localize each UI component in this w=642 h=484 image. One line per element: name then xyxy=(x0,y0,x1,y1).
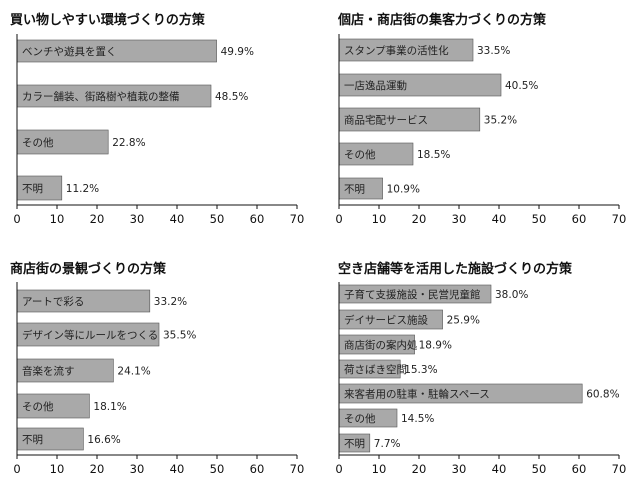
category-label: 不明 xyxy=(22,434,43,446)
x-tick-label: 70 xyxy=(612,462,627,476)
x-tick-label: 50 xyxy=(532,462,547,476)
chart-title: 個店・商店街の集客力づくりの方策 xyxy=(337,12,547,28)
category-label: その他 xyxy=(344,412,376,425)
x-tick-label: 30 xyxy=(452,462,467,476)
category-label: スタンプ事業の活性化 xyxy=(344,44,449,57)
x-tick-label: 10 xyxy=(372,212,387,226)
value-label: 25.9% xyxy=(447,315,480,327)
bar xyxy=(16,393,90,419)
category-label: ベンチや遊具を置く xyxy=(22,45,117,58)
chart-title: 空き店舗等を活用した施設づくりの方策 xyxy=(338,261,573,277)
x-tick-label: 0 xyxy=(335,462,342,476)
x-tick-label: 30 xyxy=(130,212,145,226)
category-label: 不明 xyxy=(22,183,43,195)
category-label: 商店街の案内処 xyxy=(344,339,418,352)
category-label: その他 xyxy=(344,148,376,161)
x-tick-label: 30 xyxy=(130,462,145,476)
category-label: アートで彩る xyxy=(22,296,84,308)
x-tick-label: 60 xyxy=(250,212,265,226)
category-label: 商品宅配サービス xyxy=(344,114,428,127)
value-label: 33.2% xyxy=(154,296,187,308)
bar xyxy=(16,129,109,155)
x-tick-label: 0 xyxy=(13,212,20,226)
value-label: 10.9% xyxy=(387,184,420,196)
chart-title: 買い物しやすい環境づくりの方策 xyxy=(10,12,206,28)
value-label: 16.6% xyxy=(87,434,120,446)
category-label: デザイン等にルールをつくる xyxy=(22,329,158,342)
value-label: 22.8% xyxy=(112,137,145,149)
x-tick-label: 20 xyxy=(90,462,105,476)
category-label: その他 xyxy=(22,400,54,413)
value-label: 18.9% xyxy=(419,340,452,352)
x-tick-label: 20 xyxy=(90,212,105,226)
category-label: 一店逸品運動 xyxy=(344,79,407,92)
category-label: 来客者用の駐車・駐輪スペース xyxy=(344,388,490,401)
value-label: 35.5% xyxy=(163,330,196,342)
x-tick-label: 0 xyxy=(13,462,20,476)
category-label: 不明 xyxy=(344,438,365,450)
value-label: 11.2% xyxy=(66,183,99,195)
x-tick-label: 50 xyxy=(532,212,547,226)
x-tick-label: 60 xyxy=(572,212,587,226)
category-label: その他 xyxy=(22,136,54,149)
x-tick-label: 10 xyxy=(50,212,65,226)
category-label: デイサービス施設 xyxy=(344,314,428,327)
value-label: 49.9% xyxy=(221,46,254,58)
value-label: 18.5% xyxy=(417,149,450,161)
category-label: 不明 xyxy=(344,184,365,196)
value-label: 38.0% xyxy=(495,289,528,301)
value-label: 15.3% xyxy=(404,364,437,376)
value-label: 14.5% xyxy=(401,413,434,425)
value-label: 48.5% xyxy=(215,91,248,103)
x-tick-label: 40 xyxy=(170,212,185,226)
x-tick-label: 30 xyxy=(452,212,467,226)
x-tick-label: 70 xyxy=(612,212,627,226)
category-label: 荷さばき空間 xyxy=(344,363,407,376)
value-label: 18.1% xyxy=(93,401,126,413)
x-tick-label: 20 xyxy=(412,462,427,476)
category-label: カラー舗装、街路樹や植栽の整備 xyxy=(22,90,180,103)
value-label: 33.5% xyxy=(477,45,510,57)
x-tick-label: 40 xyxy=(492,212,507,226)
x-tick-label: 50 xyxy=(210,212,225,226)
x-tick-label: 20 xyxy=(412,212,427,226)
value-label: 60.8% xyxy=(586,389,619,401)
x-tick-label: 70 xyxy=(290,462,305,476)
x-tick-label: 60 xyxy=(572,462,587,476)
x-tick-label: 10 xyxy=(50,462,65,476)
x-tick-label: 40 xyxy=(170,462,185,476)
x-tick-label: 50 xyxy=(210,462,225,476)
value-label: 7.7% xyxy=(374,438,401,450)
x-tick-label: 70 xyxy=(290,212,305,226)
chart-title: 商店街の景観づくりの方策 xyxy=(10,261,167,277)
category-label: 音楽を流す xyxy=(22,365,75,378)
x-tick-label: 40 xyxy=(492,462,507,476)
value-label: 35.2% xyxy=(484,115,517,127)
x-tick-label: 10 xyxy=(372,462,387,476)
value-label: 40.5% xyxy=(505,80,538,92)
value-label: 24.1% xyxy=(117,366,150,378)
x-tick-label: 60 xyxy=(250,462,265,476)
category-label: 子育て支援施設・民営児童館 xyxy=(344,288,481,301)
x-tick-label: 0 xyxy=(335,212,342,226)
